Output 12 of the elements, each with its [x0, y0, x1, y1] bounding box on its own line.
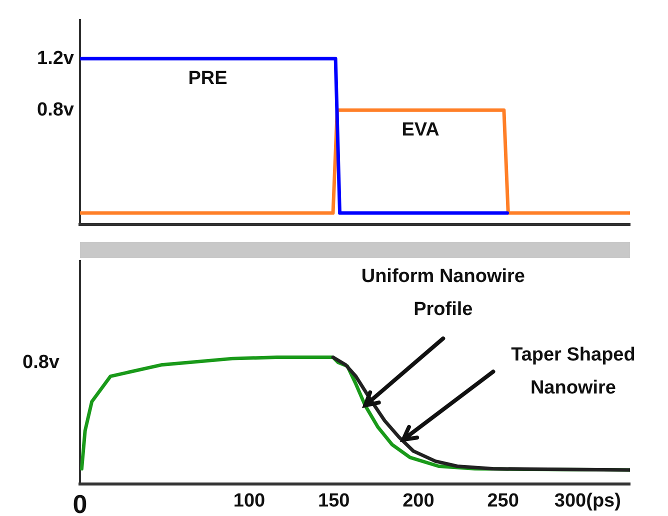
x-tick-label: 300(ps) [554, 490, 621, 512]
y-tick-label: 1.2v [37, 48, 74, 69]
x-tick-label: 150 [318, 490, 350, 512]
x-tick-label: 0 [72, 488, 88, 516]
x-tick-label: 200 [402, 490, 434, 512]
series-label: PRE [188, 68, 228, 89]
x-tick-label: 100 [233, 490, 266, 512]
x-tick-label: 250 [487, 490, 519, 512]
text: 0.8v [22, 352, 60, 374]
annotation: Taper Shaped Nanowire [511, 344, 636, 398]
series-label: EVA [402, 119, 440, 140]
annotation: Uniform Nanowire Profile [361, 266, 525, 320]
